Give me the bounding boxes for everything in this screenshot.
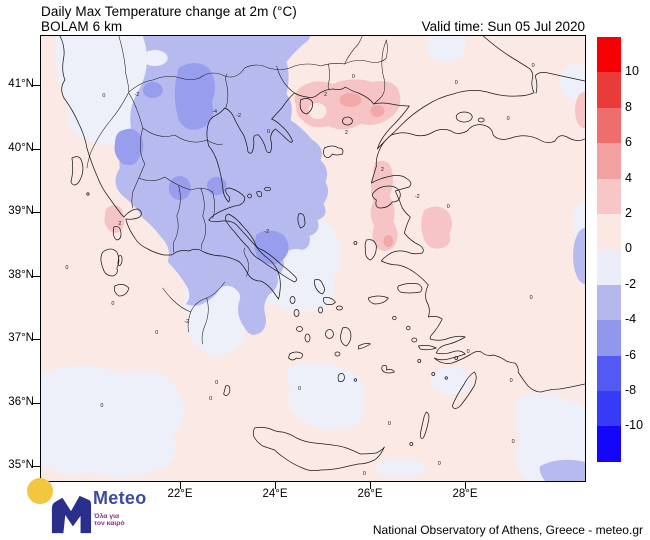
contour-value-label: 0: [363, 471, 366, 477]
contour-value-label: 0: [507, 116, 510, 122]
colorbar-tick-label: 10: [625, 64, 639, 79]
lat-tick-mark: [33, 212, 40, 213]
lat-tick-mark: [33, 275, 40, 277]
colorbar-segment: [597, 249, 621, 285]
lon-tick-label: 24°E: [262, 488, 288, 500]
contour-value-label: 0: [512, 439, 515, 445]
lat-tick-label: 41°N: [8, 78, 34, 90]
colorbar-tick-label: -2: [625, 276, 637, 291]
colorbar-tick-label: -6: [625, 347, 637, 362]
greece-weather-map: 0 -2 -4 -2 0 2 0 0 0 2 2 -2 0 0 2 -2 0 0 -2 0 0 0 0 0 0 0 0 0 0 0 0: [41, 36, 585, 481]
lat-tick-label: 39°N: [8, 205, 34, 217]
lat-tick-mark: [33, 466, 40, 467]
logo-tagline: Όλα για τον καιρό: [94, 513, 125, 527]
contour-value-label: -2: [134, 92, 139, 98]
lat-tick-label: 35°N: [8, 459, 34, 471]
contour-value-label: 0: [455, 80, 458, 86]
contour-value-label: 0: [352, 74, 355, 80]
contour-value-label: 0: [510, 378, 513, 384]
colorbar-segment: [597, 178, 621, 214]
contour-value-label: 0: [532, 63, 535, 69]
colorbar-tick-label: 4: [625, 170, 632, 185]
contour-value-label: 0: [298, 386, 301, 392]
contour-value-label: 0: [447, 204, 450, 210]
colorbar-tick-label: 8: [625, 99, 632, 114]
colorbar-segment: [597, 355, 621, 391]
colorbar-segment: [597, 320, 621, 356]
lat-tick-label: 38°N: [8, 268, 34, 281]
contour-value-label: 2: [381, 167, 384, 173]
lat-tick-mark: [33, 402, 40, 404]
colorbar-segment: [597, 107, 621, 144]
contour-value-label: 2: [345, 130, 348, 136]
lat-tick-mark: [33, 85, 40, 86]
contour-value-label: 0: [215, 380, 218, 386]
colorbar-segment: [597, 390, 621, 427]
contour-value-label: 0: [111, 301, 114, 307]
colorbar-tick-label: 6: [625, 135, 632, 150]
page-title: Daily Max Temperature change at 2m (°C): [41, 4, 297, 19]
colorbar-segment: [597, 72, 621, 108]
colorbar-segment: [597, 213, 621, 250]
colorbar: [597, 37, 621, 462]
contour-fill-neg6-neg4: [114, 63, 289, 265]
lon-tick-label: 26°E: [357, 488, 383, 500]
contour-value-label: -4: [212, 109, 217, 115]
sun-icon: [27, 478, 53, 504]
contour-value-label: 0: [267, 129, 270, 135]
contour-hole: [308, 103, 327, 119]
contour-value-label: 0: [530, 295, 533, 301]
meteo-m-icon: [51, 495, 92, 534]
contour-fill-pos4-pos6: [339, 93, 394, 247]
lon-tick-label: 22°E: [167, 488, 193, 500]
colorbar-tick-label: 0: [625, 241, 632, 256]
lat-tick-mark: [33, 339, 40, 340]
logo-tagline-line1: Όλα για: [94, 513, 120, 520]
colorbar-tick-label: -8: [625, 383, 637, 397]
contour-value-label: 0: [65, 265, 68, 271]
contour-value-label: 0: [388, 421, 391, 427]
lon-tick-mark: [275, 481, 276, 489]
contour-hole: [141, 50, 168, 66]
contour-value-label: -2: [184, 319, 189, 325]
lat-tick-label: 40°N: [8, 141, 34, 154]
logo-tagline-line2: τον καιρό: [94, 520, 125, 527]
colorbar-tick-label: -4: [625, 312, 637, 327]
colorbar-tick-label: -10: [625, 418, 644, 433]
colorbar-tick-label: 2: [625, 206, 632, 220]
contour-value-label: 2: [118, 221, 121, 227]
colorbar-segment: [597, 284, 621, 321]
colorbar-segment: [597, 143, 621, 179]
islands: [70, 98, 477, 472]
colorbar-segment: [597, 37, 621, 73]
attribution-text: National Observatory of Athens, Greece -…: [372, 523, 643, 537]
valid-time: Valid time: Sun 05 Jul 2020: [421, 19, 585, 34]
contour-value-label: 0: [102, 93, 105, 99]
lon-tick-label: 28°E: [452, 488, 478, 500]
contour-value-label: -2: [264, 229, 269, 235]
logo-brand-text: Meteo: [93, 488, 147, 508]
lat-tick-label: 37°N: [8, 332, 34, 344]
colorbar-segment: [597, 426, 621, 462]
lon-tick-mark: [370, 481, 371, 489]
contour-value-label: -2: [415, 194, 420, 200]
meteo-logo: Meteo Όλα για τον καιρό: [25, 475, 195, 535]
lon-tick-mark: [465, 481, 466, 489]
lon-tick-mark: [180, 481, 181, 489]
contour-labels: 0 -2 -4 -2 0 2 0 0 0 2 2 -2 0 0 2 -2 0 0 -2 0 0 0 0 0 0 0 0 0 0 0 0: [65, 63, 534, 477]
contour-value-label: 0: [100, 403, 103, 409]
contour-value-label: 0: [155, 330, 158, 336]
model-name: BOLAM 6 km: [41, 19, 123, 34]
map-frame: 0 -2 -4 -2 0 2 0 0 0 2 2 -2 0 0 2 -2 0 0 -2 0 0 0 0 0 0 0 0 0 0 0 0: [40, 35, 586, 482]
contour-value-label: 0: [467, 349, 470, 355]
borders: [86, 36, 388, 345]
contour-value-label: 2: [324, 92, 327, 98]
contour-value-label: 0: [209, 396, 212, 402]
lat-tick-label: 36°N: [8, 395, 34, 408]
contour-value-label: -2: [236, 113, 241, 119]
contour-value-label: 0: [438, 461, 441, 467]
coastlines: [59, 36, 585, 393]
lat-tick-mark: [33, 148, 40, 150]
